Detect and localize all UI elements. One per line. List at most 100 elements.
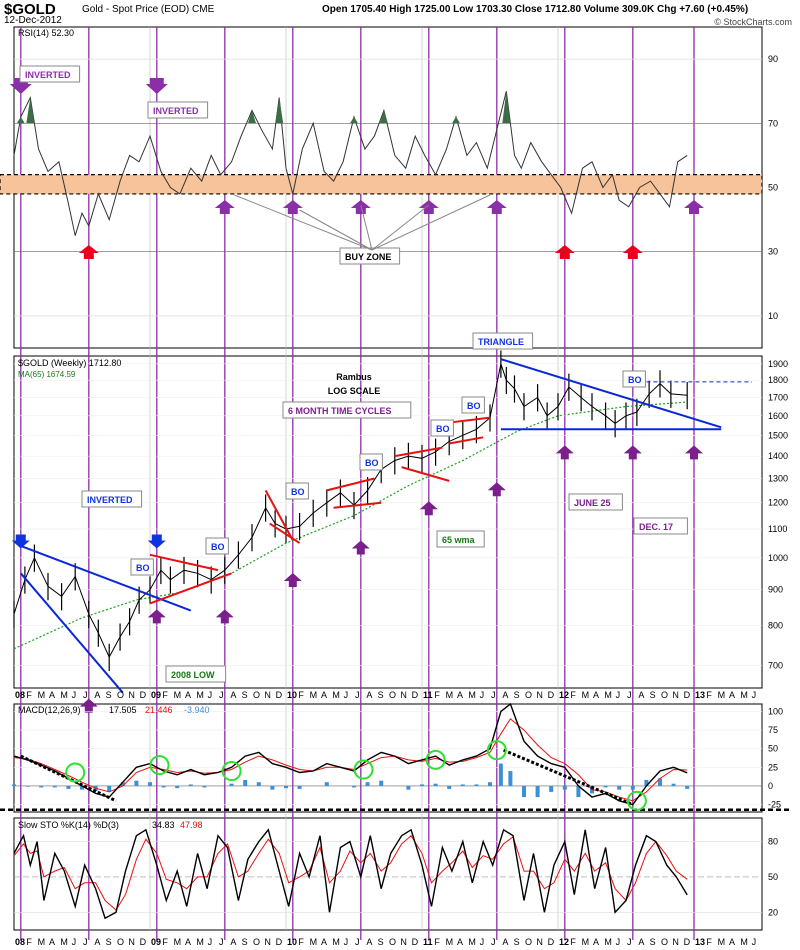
- rsi-arrow-up: [622, 245, 643, 259]
- month-axis-label-bottom: O: [117, 937, 124, 947]
- month-axis-label-bottom: O: [661, 937, 668, 947]
- month-axis-label-bottom: F: [26, 937, 32, 947]
- month-axis-label: S: [106, 690, 112, 700]
- price-arrow-down: [11, 534, 30, 549]
- month-axis-label: O: [117, 690, 124, 700]
- macd-histogram-bar: [406, 785, 411, 790]
- month-axis-label: J: [627, 690, 632, 700]
- month-axis-label: F: [570, 690, 576, 700]
- macd-histogram-bar: [188, 784, 193, 786]
- month-axis-label: O: [389, 690, 396, 700]
- macd-histogram-bar: [297, 785, 302, 789]
- downtrend-bottom-line: [20, 572, 124, 694]
- month-axis-label-bottom: D: [276, 937, 283, 947]
- month-axis-label-bottom: J: [83, 937, 88, 947]
- price-arrow-up: [79, 698, 98, 713]
- sto-k-line: [13, 828, 688, 920]
- rsi-tick-label: 30: [768, 247, 778, 257]
- macd-histogram-bar: [284, 785, 288, 789]
- month-axis-label-bottom: A: [185, 937, 191, 947]
- month-axis-label: 13: [695, 690, 705, 700]
- month-axis-label: S: [650, 690, 656, 700]
- pattern-trendline: [401, 466, 450, 482]
- macd-tick-label: 75: [768, 725, 778, 735]
- month-axis-label-bottom: D: [412, 937, 419, 947]
- price-arrow-down: [147, 534, 166, 549]
- month-axis-label-bottom: J: [219, 937, 224, 947]
- buy-zone-pointer: [234, 194, 373, 251]
- month-axis-label-bottom: N: [536, 937, 543, 947]
- rsi-overbought-fill: [379, 110, 388, 124]
- annotation-time-cycles-box: [282, 401, 412, 419]
- month-axis-label: J: [219, 690, 224, 700]
- month-axis-label-bottom: F: [434, 937, 440, 947]
- month-axis-label: A: [502, 690, 508, 700]
- macd-histogram-bar: [576, 785, 581, 798]
- month-axis-label: D: [140, 690, 147, 700]
- price-ma-label: MA(65) 1674.59: [18, 370, 76, 379]
- price-tick-label: 900: [768, 585, 783, 595]
- macd-histogram-bar: [379, 780, 384, 786]
- macd-histogram-bar: [685, 785, 690, 789]
- month-axis-label-bottom: A: [230, 937, 236, 947]
- sto-panel-frame: [13, 817, 763, 931]
- month-axis-label: J: [72, 690, 77, 700]
- rsi-arrow-up: [214, 200, 235, 214]
- month-axis-label-bottom: M: [604, 937, 612, 947]
- month-axis-label: A: [94, 690, 100, 700]
- buy-zone-pointer: [371, 194, 491, 251]
- rsi-arrow-up: [418, 200, 439, 214]
- month-axis-label: 11: [423, 690, 433, 700]
- price-callout-bo-6: BO: [467, 401, 481, 411]
- macd-histogram-bar: [352, 785, 356, 788]
- month-axis-label-bottom: J: [752, 937, 757, 947]
- sto-tick-label: 80: [768, 837, 778, 847]
- rsi-arrow-up: [282, 200, 303, 214]
- price-callout-65wma-box: [436, 530, 485, 548]
- macd-histogram-bar: [243, 779, 248, 786]
- price-arrow-up: [555, 445, 574, 460]
- pattern-trendline: [449, 436, 484, 445]
- month-axis-label-bottom: A: [366, 937, 372, 947]
- price-tick-label: 1300: [768, 474, 788, 484]
- month-axis-label: J: [208, 690, 213, 700]
- month-axis-label: D: [276, 690, 283, 700]
- macd-histogram-bar: [324, 782, 329, 786]
- month-axis-label: A: [366, 690, 372, 700]
- macd-histogram-bar: [161, 785, 166, 788]
- rsi-label: RSI(14) 52.30: [18, 28, 74, 38]
- month-axis-label: J: [83, 690, 88, 700]
- price-tick-label: 1700: [768, 392, 788, 402]
- month-axis-label: D: [684, 690, 691, 700]
- price-label: $GOLD (Weekly) 1712.80: [18, 358, 121, 368]
- price-callout-bo-3: BO: [291, 487, 305, 497]
- month-axis-label: M: [310, 690, 318, 700]
- annotation-log-scale: LOG SCALE: [328, 386, 381, 396]
- macd-tick-label: 25: [768, 762, 778, 772]
- macd-cross-circle: [626, 790, 647, 811]
- month-axis-label: M: [718, 690, 726, 700]
- macd-histogram-bar: [671, 783, 676, 786]
- sto-tick-label: 50: [768, 872, 778, 882]
- price-tick-label: 700: [768, 661, 783, 671]
- macd-histogram-bar: [522, 785, 526, 798]
- price-callout-dec-17: DEC. 17: [639, 522, 673, 532]
- ticker-symbol: $GOLD: [4, 1, 56, 18]
- ticker-description: Gold - Spot Price (EOD) CME: [82, 4, 215, 15]
- month-axis-label-bottom: S: [378, 937, 384, 947]
- price-callout-bo-4-box: [359, 453, 383, 471]
- macd-histogram-bar: [25, 785, 30, 787]
- month-axis-label: N: [672, 690, 679, 700]
- month-axis-label: A: [638, 690, 644, 700]
- month-axis-label: S: [514, 690, 520, 700]
- buy-zone-pointer: [299, 209, 373, 251]
- month-axis-label-bottom: M: [174, 937, 182, 947]
- pattern-trendline: [269, 522, 301, 544]
- month-axis-label-bottom: M: [332, 937, 340, 947]
- month-axis-label-bottom: O: [389, 937, 396, 947]
- price-arrow-up: [215, 609, 234, 624]
- rsi-callout-buy-zone-box: [339, 247, 401, 265]
- month-axis-label: D: [548, 690, 555, 700]
- macd-histogram-bar: [66, 785, 71, 789]
- price-callout-bo-7: BO: [628, 375, 642, 385]
